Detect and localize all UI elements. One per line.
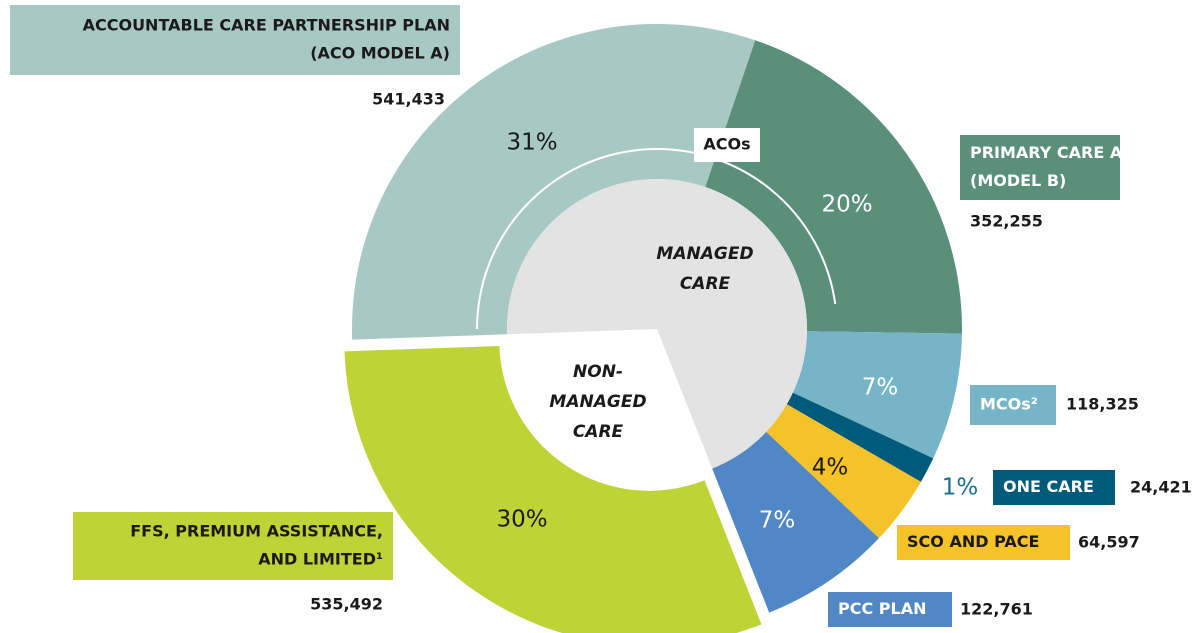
category-label: AND LIMITED¹ [258, 550, 383, 569]
percent-label: 7% [862, 375, 899, 401]
count-label: 541,433 [372, 90, 445, 109]
count-label: 535,492 [310, 595, 383, 614]
non-managed-label: MANAGED [549, 392, 646, 412]
percent-label: 20% [821, 192, 872, 218]
percent-label: 4% [812, 455, 849, 481]
label-box [970, 385, 1056, 425]
label-box [73, 512, 393, 580]
managed-inner [506, 179, 808, 469]
percent-label: 7% [759, 508, 796, 534]
count-label: 352,255 [970, 212, 1043, 231]
non-managed-label: CARE [573, 422, 624, 442]
category-label: ONE CARE [1003, 477, 1094, 496]
label-box [993, 470, 1115, 505]
category-label: FFS, PREMIUM ASSISTANCE, [130, 522, 383, 541]
label-box [828, 592, 952, 627]
non-managed-label: NON- [573, 362, 623, 382]
category-label: MCOs² [980, 395, 1038, 414]
percent-label: 1% [942, 475, 979, 501]
donut-segment [766, 404, 921, 539]
donut-segment [705, 40, 962, 334]
category-label: (ACO MODEL A) [310, 44, 450, 63]
count-label: 24,421 [1130, 478, 1192, 497]
label-box [960, 135, 1120, 200]
donut-segment [344, 345, 762, 633]
category-label: ACCOUNTABLE CARE PARTNERSHIP PLAN [83, 16, 450, 35]
aco-arc [476, 148, 837, 330]
label-box [10, 5, 460, 75]
aco-label: ACOs [703, 135, 750, 154]
category-label: PRIMARY CARE ACO [970, 143, 1148, 162]
category-label: SCO AND PACE [907, 532, 1039, 551]
count-label: 122,761 [960, 600, 1033, 619]
percent-label: 30% [496, 507, 547, 533]
category-label: (MODEL B) [970, 171, 1066, 190]
category-label: PCC PLAN [838, 599, 926, 618]
label-box [897, 525, 1070, 560]
count-label: 64,597 [1078, 533, 1140, 552]
non-managed-inner [499, 340, 705, 491]
donut-segment [712, 431, 879, 613]
managed-label: MANAGED [656, 244, 753, 264]
donut-segment [786, 392, 934, 482]
count-label: 118,325 [1066, 395, 1139, 414]
managed-label: CARE [680, 274, 731, 294]
percent-label: 31% [506, 130, 557, 156]
donut-segment [792, 331, 962, 459]
aco-label-box [694, 128, 760, 162]
